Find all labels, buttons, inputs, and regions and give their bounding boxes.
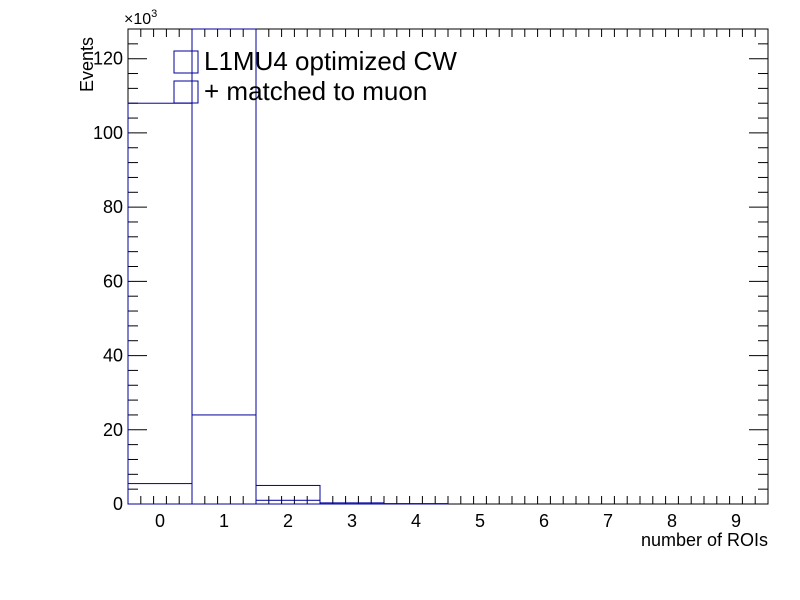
- series-1-bin-2: [255, 499, 321, 505]
- y-axis-title: Events: [77, 37, 97, 92]
- x-tick-label: 9: [731, 511, 741, 531]
- series-2-bin-3: [319, 502, 385, 505]
- legend: L1MU4 optimized CW + matched to muon: [173, 46, 457, 106]
- y-tick-label: 100: [93, 123, 123, 143]
- y-multiplier: ×103: [124, 8, 157, 28]
- series-2-bin-2: [255, 484, 321, 505]
- histogram-bars: [127, 28, 449, 505]
- y-tick-label: 60: [103, 271, 123, 291]
- x-tick-label: 7: [603, 511, 613, 531]
- y-tick-label: 20: [103, 420, 123, 440]
- x-tick-label: 8: [667, 511, 677, 531]
- x-tick-label: 4: [411, 511, 421, 531]
- x-tick-label: 1: [219, 511, 229, 531]
- x-tick-label: 6: [539, 511, 549, 531]
- x-axis-title: number of ROIs: [641, 530, 768, 550]
- y-tick-label: 120: [93, 49, 123, 69]
- x-tick-label: 0: [155, 511, 165, 531]
- series-2-bin-1: [191, 414, 257, 505]
- y-tick-label: 0: [113, 494, 123, 514]
- x-tick-labels: 0 1 2 3 4 5 6 7 8 9: [155, 511, 741, 531]
- legend-swatch-2: [173, 80, 199, 104]
- legend-swatch-1: [173, 50, 199, 74]
- x-tick-label: 5: [475, 511, 485, 531]
- x-tick-label: 2: [283, 511, 293, 531]
- series-2-bin-0: [127, 483, 193, 505]
- x-tick-label: 3: [347, 511, 357, 531]
- legend-label-1: L1MU4 optimized CW: [204, 46, 457, 76]
- y-tick-label: 80: [103, 197, 123, 217]
- y-tick-labels: 0 20 40 60 80 100 120: [93, 49, 123, 514]
- legend-label-2: + matched to muon: [204, 76, 427, 106]
- series-1-bin-0: [127, 102, 193, 505]
- y-tick-label: 40: [103, 346, 123, 366]
